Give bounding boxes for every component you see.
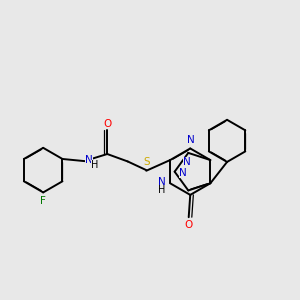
Text: O: O	[184, 220, 193, 230]
Text: H: H	[91, 160, 99, 170]
Text: S: S	[143, 158, 150, 167]
Text: N: N	[85, 155, 93, 165]
Text: H: H	[158, 185, 165, 195]
Text: N: N	[183, 157, 190, 166]
Text: O: O	[103, 119, 111, 129]
Text: F: F	[40, 196, 46, 206]
Text: N: N	[187, 135, 195, 145]
Text: N: N	[179, 168, 187, 178]
Text: N: N	[158, 177, 165, 187]
